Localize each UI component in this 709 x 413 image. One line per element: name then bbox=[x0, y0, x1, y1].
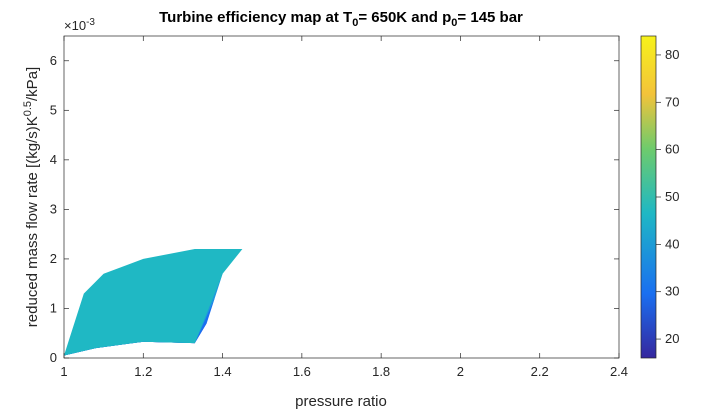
colorbar-tick-label: 30 bbox=[665, 284, 679, 299]
x-tick-label: 1.2 bbox=[134, 364, 152, 379]
y-tick-label: 5 bbox=[50, 102, 57, 117]
y-tick-label: 2 bbox=[50, 251, 57, 266]
colorbar-tick-label: 40 bbox=[665, 236, 679, 251]
y-tick-label: 1 bbox=[50, 300, 57, 315]
y-axis-exponent: ×10-3 bbox=[64, 17, 95, 33]
colorbar-tick-label: 20 bbox=[665, 331, 679, 346]
contour-region-c47 bbox=[64, 249, 243, 356]
chart-title: Turbine efficiency map at T0= 650K and p… bbox=[159, 9, 523, 29]
y-tick-label: 6 bbox=[50, 53, 57, 68]
x-tick-label: 1.4 bbox=[214, 364, 232, 379]
x-tick-label: 1.6 bbox=[293, 364, 311, 379]
x-tick-label: 1 bbox=[60, 364, 67, 379]
y-tick-label: 0 bbox=[50, 350, 57, 365]
x-tick-label: 2 bbox=[457, 364, 464, 379]
colorbar-tick-label: 70 bbox=[665, 94, 679, 109]
colorbar-tick-label: 80 bbox=[665, 47, 679, 62]
colorbar-tick-label: 60 bbox=[665, 142, 679, 157]
colorbar-tick-label: 50 bbox=[665, 189, 679, 204]
y-tick-label: 3 bbox=[50, 201, 57, 216]
y-axis-label: reduced mass flow rate [(kg/s)K0.5/kPa] bbox=[22, 67, 41, 327]
x-axis-ticks: 1 1.2 1.4 1.6 1.8 2 2.2 2.4 bbox=[60, 36, 628, 379]
colorbar bbox=[640, 35, 657, 359]
x-tick-label: 2.2 bbox=[531, 364, 549, 379]
y-tick-label: 4 bbox=[50, 152, 57, 167]
x-tick-label: 1.8 bbox=[372, 364, 390, 379]
colorbar-ticks: 20 30 40 50 60 70 80 bbox=[656, 47, 679, 346]
plot-area-border bbox=[63, 35, 620, 359]
contour-layer bbox=[64, 249, 243, 356]
x-axis-label: pressure ratio bbox=[295, 393, 387, 410]
x-tick-label: 2.4 bbox=[610, 364, 628, 379]
y-axis-ticks: 0 1 2 3 4 5 6 bbox=[50, 53, 619, 365]
